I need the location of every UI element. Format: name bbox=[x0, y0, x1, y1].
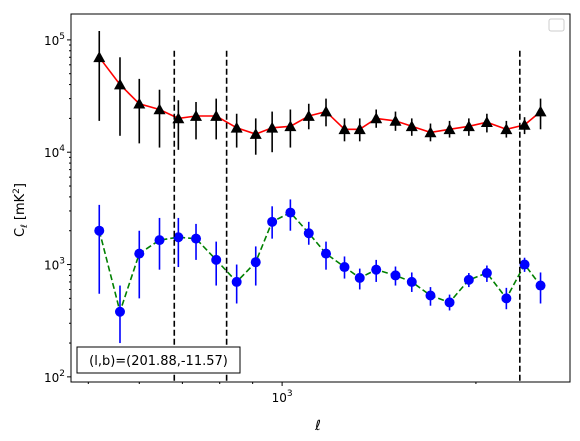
series-0-line bbox=[98, 56, 542, 135]
series-0-point bbox=[370, 112, 383, 124]
series-1-point bbox=[390, 270, 401, 281]
series-0-point bbox=[480, 116, 493, 128]
series-1-point bbox=[303, 228, 314, 239]
series-0-point bbox=[172, 112, 185, 124]
x-tick-label: 103 bbox=[272, 389, 293, 405]
series-1-point bbox=[134, 248, 145, 259]
vline-layer bbox=[173, 50, 521, 382]
series-0-point bbox=[518, 118, 531, 130]
annotation-text: (l,b)=(201.88,-11.57) bbox=[89, 354, 228, 369]
series-1-point bbox=[501, 293, 512, 304]
y-tick-label: 102 bbox=[44, 369, 65, 385]
series-0-point bbox=[302, 110, 315, 121]
series-0-point bbox=[534, 105, 547, 117]
plot-frame bbox=[70, 13, 571, 383]
series-1-point bbox=[154, 235, 165, 246]
series-0-point bbox=[113, 78, 126, 90]
series-1-point bbox=[406, 276, 417, 287]
series-0-point bbox=[353, 123, 366, 135]
series-1-point bbox=[231, 276, 242, 287]
y-tick-label: 104 bbox=[44, 144, 65, 160]
series-1-point bbox=[191, 233, 202, 244]
series-1-point bbox=[535, 280, 546, 291]
series-0-point bbox=[190, 110, 203, 121]
series-0-point bbox=[338, 123, 351, 135]
series-1-line bbox=[98, 211, 542, 315]
series-1-point bbox=[267, 216, 278, 227]
series-1-point bbox=[339, 262, 350, 273]
annotation-box bbox=[76, 346, 241, 374]
series-0-point bbox=[284, 120, 297, 132]
series-0-point bbox=[93, 51, 106, 63]
series-1-point bbox=[285, 207, 296, 218]
series-1-point bbox=[173, 232, 184, 243]
series-0-point bbox=[210, 110, 223, 121]
y-tick-label: 105 bbox=[44, 32, 65, 48]
legend-box bbox=[548, 18, 565, 32]
y-tick-label: 103 bbox=[44, 257, 65, 273]
series-1-point bbox=[321, 248, 332, 259]
series-1-point bbox=[94, 225, 105, 236]
series-1-point bbox=[211, 254, 222, 265]
series-0-point bbox=[230, 121, 243, 133]
series-1-point bbox=[354, 272, 365, 283]
series-0-point bbox=[389, 114, 402, 126]
series-layer bbox=[93, 30, 547, 344]
x-axis-label: ℓ bbox=[314, 418, 321, 434]
series-0-point bbox=[266, 121, 279, 133]
series-0-point bbox=[249, 128, 262, 139]
series-0-point bbox=[500, 123, 513, 135]
series-0-point bbox=[320, 105, 333, 117]
tick-layer: 102 103 104 105 103 bbox=[44, 32, 477, 405]
y-axis-label: Cℓ [mK2] bbox=[12, 183, 30, 237]
series-1-point bbox=[519, 259, 530, 270]
series-1-point bbox=[371, 264, 382, 275]
series-0-point bbox=[133, 97, 146, 109]
series-0-point bbox=[405, 120, 418, 132]
series-1-point bbox=[114, 306, 125, 317]
series-0-point bbox=[424, 126, 437, 138]
series-0-point bbox=[462, 120, 475, 132]
series-1-point bbox=[250, 257, 261, 268]
series-1-point bbox=[425, 290, 436, 301]
series-1-point bbox=[444, 297, 455, 308]
series-1-point bbox=[463, 274, 474, 285]
series-1-point bbox=[481, 268, 492, 279]
series-0-point bbox=[153, 103, 166, 115]
series-0-point bbox=[443, 123, 456, 135]
